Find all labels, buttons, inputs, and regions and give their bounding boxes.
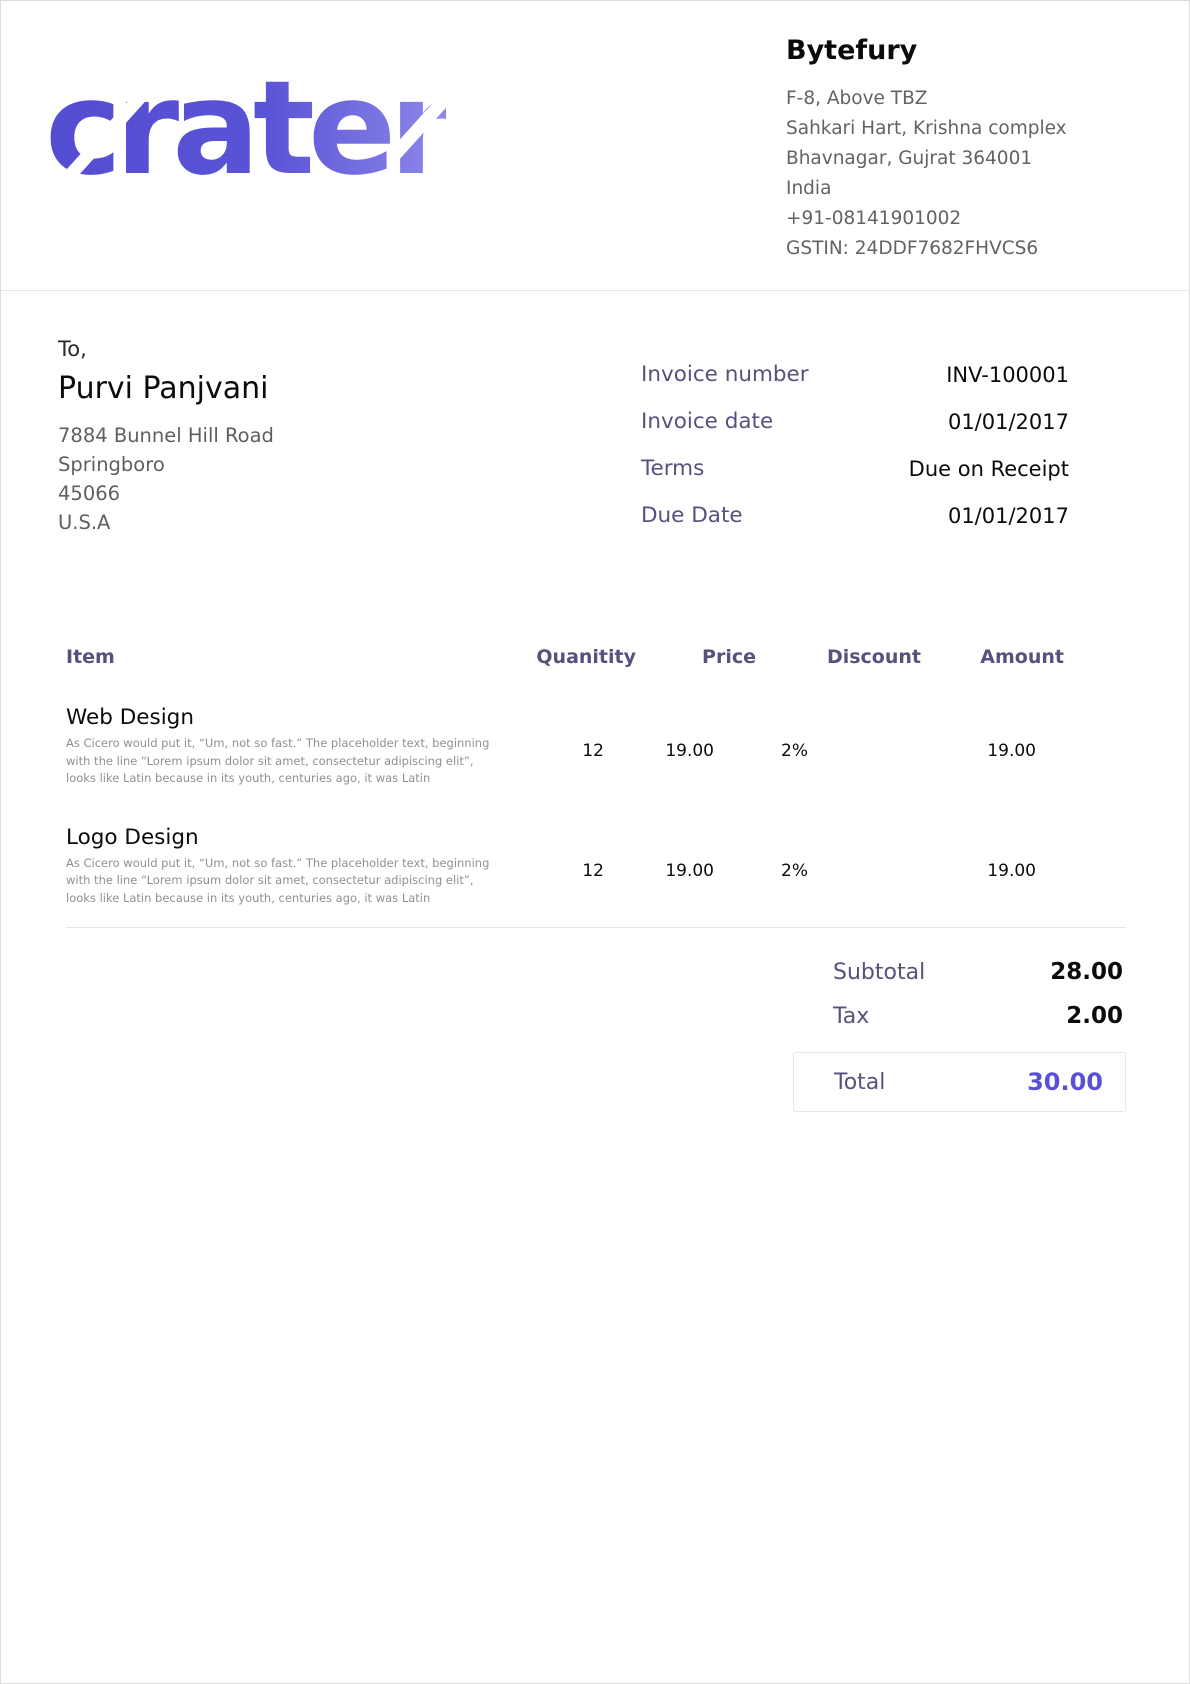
invoice-date-row: Invoice date 01/01/2017 bbox=[641, 398, 1069, 445]
item-discount: 2% bbox=[781, 860, 808, 881]
item-cell: Web Design As Cicero would put it, “Um, … bbox=[66, 705, 491, 788]
tax-label: Tax bbox=[833, 1003, 870, 1029]
invoice-number-value: INV-100001 bbox=[946, 362, 1069, 387]
to-label: To, bbox=[58, 337, 87, 361]
customer-address-line: 45066 bbox=[58, 482, 121, 505]
item-price: 19.00 bbox=[665, 860, 714, 881]
terms-label: Terms bbox=[641, 456, 705, 481]
invoice-header: crater Bytefury F-8, Above TBZ Sahkari H… bbox=[1, 1, 1189, 291]
due-date-value: 01/01/2017 bbox=[947, 503, 1069, 528]
company-phone: +91-08141901002 bbox=[786, 208, 962, 229]
item-quantity: 12 bbox=[582, 860, 604, 881]
item-description: As Cicero would put it, “Um, not so fast… bbox=[66, 736, 490, 785]
company-address-line: Sahkari Hart, Krishna complex bbox=[786, 118, 1067, 139]
tax-row: Tax 2.00 bbox=[738, 994, 1126, 1038]
column-header-discount: Discount bbox=[826, 646, 921, 668]
item-discount: 2% bbox=[781, 741, 808, 761]
total-box: Total 30.00 bbox=[793, 1052, 1126, 1112]
company-address-line: India bbox=[786, 178, 832, 199]
totals-section: Subtotal 28.00 Tax 2.00 Total 30.00 bbox=[738, 950, 1126, 1112]
items-table: Item Quanitity Price Discount Amount Web… bbox=[66, 646, 1126, 1112]
item-price: 19.00 bbox=[665, 741, 714, 761]
company-info: Bytefury F-8, Above TBZ Sahkari Hart, Kr… bbox=[786, 35, 1067, 264]
invoice-number-label: Invoice number bbox=[641, 362, 809, 387]
item-amount: 19.00 bbox=[987, 741, 1036, 761]
item-description: As Cicero would put it, “Um, not so fast… bbox=[66, 855, 490, 905]
bill-to-block: To, Purvi Panjvani 7884 Bunnel Hill Road… bbox=[58, 337, 274, 537]
customer-address-line: Springboro bbox=[58, 453, 165, 476]
column-header-quantity: Quanitity bbox=[536, 646, 636, 668]
terms-row: Terms Due on Receipt bbox=[641, 445, 1069, 492]
item-amount: 19.00 bbox=[987, 860, 1036, 881]
item-quantity: 12 bbox=[582, 741, 604, 761]
total-value: 30.00 bbox=[1027, 1068, 1103, 1096]
crater-logo: crater bbox=[45, 63, 475, 203]
subtotal-value: 28.00 bbox=[1050, 959, 1123, 985]
column-header-item: Item bbox=[66, 646, 115, 668]
table-row: Logo Design As Cicero would put it, “Um,… bbox=[66, 825, 1126, 908]
company-gstin: GSTIN: 24DDF7682FHVCS6 bbox=[786, 238, 1039, 259]
item-name: Logo Design bbox=[66, 824, 199, 850]
item-name: Web Design bbox=[66, 705, 194, 730]
items-table-header: Item Quanitity Price Discount Amount bbox=[66, 646, 1126, 668]
invoice-date-label: Invoice date bbox=[641, 409, 774, 434]
customer-address-line: 7884 Bunnel Hill Road bbox=[58, 424, 274, 447]
tax-value: 2.00 bbox=[1066, 1003, 1123, 1029]
item-cell: Logo Design As Cicero would put it, “Um,… bbox=[66, 825, 491, 908]
column-header-amount: Amount bbox=[980, 646, 1064, 668]
subtotal-row: Subtotal 28.00 bbox=[738, 950, 1126, 994]
invoice-number-row: Invoice number INV-100001 bbox=[641, 351, 1069, 398]
total-label: Total bbox=[834, 1069, 886, 1095]
company-name: Bytefury bbox=[786, 35, 918, 66]
company-address-line: F-8, Above TBZ bbox=[786, 88, 928, 109]
customer-address-line: U.S.A bbox=[58, 511, 111, 534]
invoice-meta: Invoice number INV-100001 Invoice date 0… bbox=[641, 351, 1069, 539]
subtotal-label: Subtotal bbox=[833, 959, 926, 985]
due-date-label: Due Date bbox=[641, 503, 743, 528]
company-address-line: Bhavnagar, Gujrat 364001 bbox=[786, 148, 1033, 169]
terms-value: Due on Receipt bbox=[908, 456, 1069, 481]
invoice-date-value: 01/01/2017 bbox=[947, 409, 1069, 434]
column-header-price: Price bbox=[702, 646, 756, 668]
due-date-row: Due Date 01/01/2017 bbox=[641, 492, 1069, 539]
table-bottom-divider bbox=[66, 927, 1126, 928]
table-row: Web Design As Cicero would put it, “Um, … bbox=[66, 705, 1126, 788]
customer-name: Purvi Panjvani bbox=[58, 371, 269, 406]
